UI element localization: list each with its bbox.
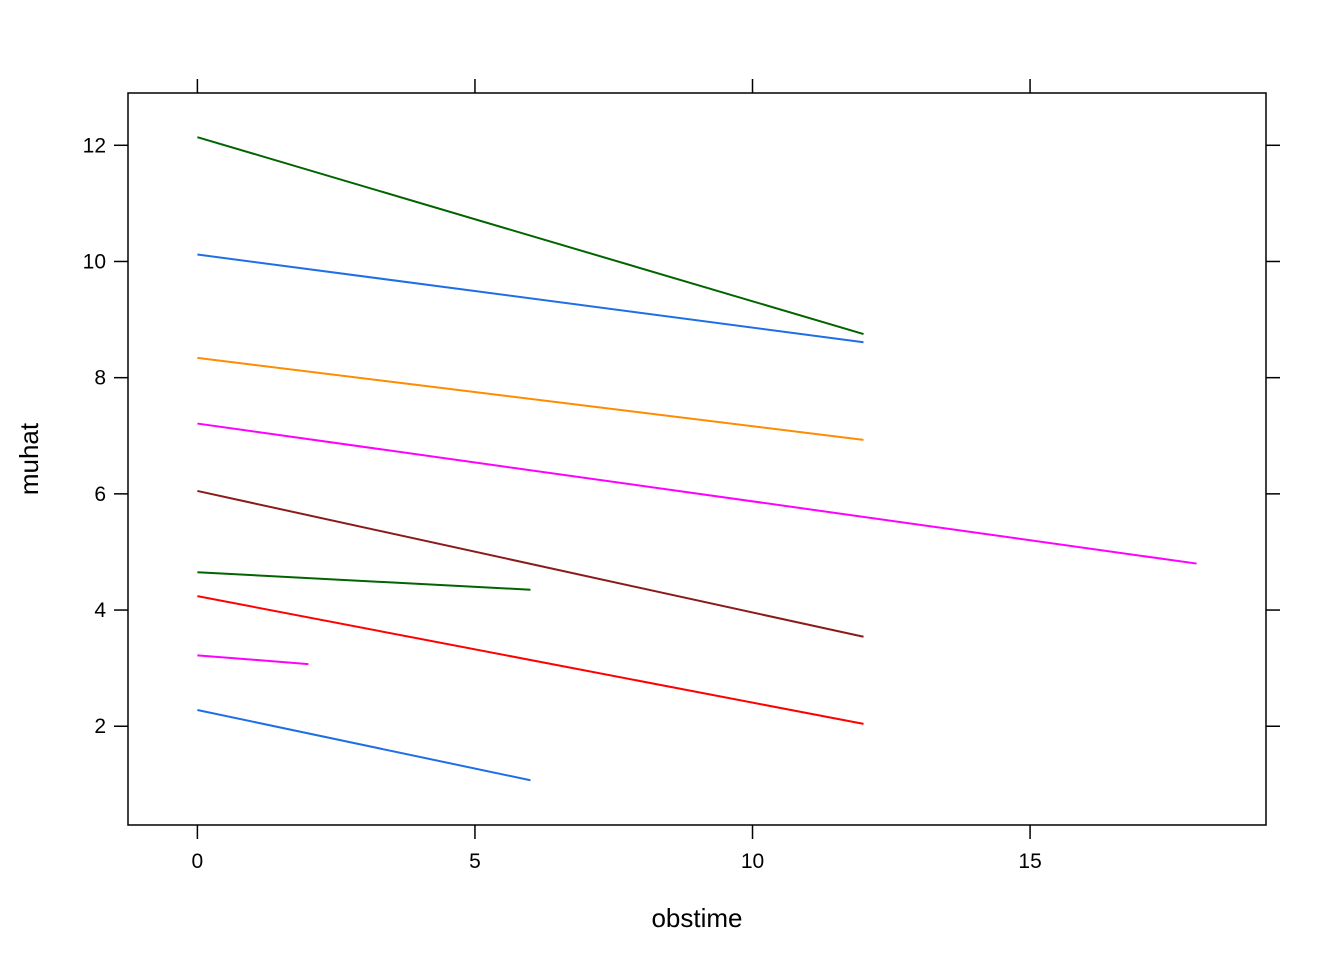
y-tick-label: 12 <box>83 134 106 157</box>
series-line-2 <box>197 253 864 344</box>
x-axis-label: obstime <box>651 903 742 933</box>
x-tick-label: 0 <box>192 850 204 873</box>
series-line-4 <box>197 422 1197 565</box>
axis-ticks: 0 5 10 15 2 4 6 8 10 12 <box>83 79 1280 873</box>
x-tick-label: 10 <box>741 850 764 873</box>
series-line-5 <box>197 489 864 638</box>
y-tick-label: 4 <box>94 599 106 622</box>
y-axis-label: muhat <box>14 422 44 495</box>
series-line-8 <box>197 654 309 666</box>
y-tick-label: 2 <box>94 715 106 738</box>
x-tick-label: 5 <box>469 850 481 873</box>
series-line-6 <box>197 571 531 591</box>
y-tick-label: 8 <box>94 367 106 390</box>
series-line-1 <box>197 136 864 336</box>
series-group <box>197 136 1197 782</box>
series-line-3 <box>197 356 864 441</box>
series-line-9 <box>197 708 531 782</box>
x-tick-label: 15 <box>1018 850 1041 873</box>
plot-frame <box>127 92 1267 826</box>
y-tick-label: 10 <box>83 250 106 273</box>
y-tick-label: 6 <box>94 483 106 506</box>
series-line-7 <box>197 595 864 725</box>
